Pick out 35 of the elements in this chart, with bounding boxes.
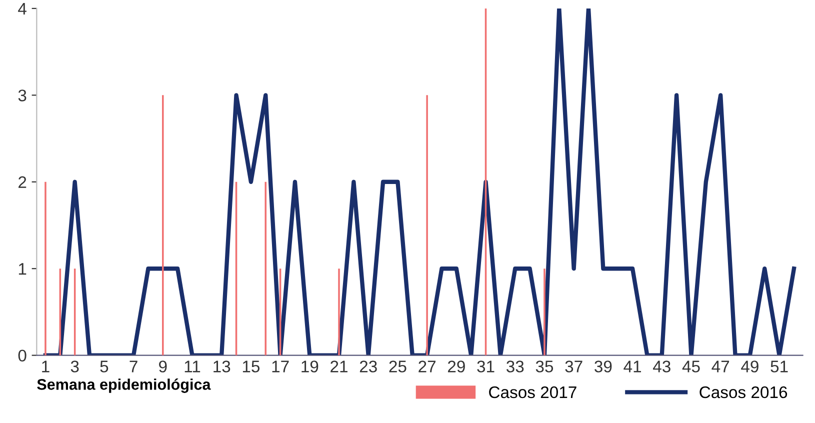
x-tick-label: 51 — [770, 360, 788, 372]
x-tick-label: 49 — [741, 360, 758, 372]
x-tick-label: 25 — [389, 360, 406, 372]
x-tick-label: 43 — [653, 360, 670, 372]
legend-label: Casos 2016 — [700, 386, 788, 398]
x-axis-title: Semana epidemiológica — [37, 378, 211, 393]
y-tick-label: 0 — [18, 350, 26, 362]
x-tick-label: 37 — [565, 360, 582, 372]
x-tick-label: 17 — [272, 360, 289, 372]
y-tick-label: 3 — [18, 90, 26, 102]
x-tick-label: 1 — [42, 360, 50, 372]
x-tick-label: 9 — [159, 360, 167, 372]
y-tick-label: 2 — [18, 176, 26, 188]
x-tick-label: 3 — [70, 360, 79, 372]
x-tick-label: 21 — [330, 360, 348, 372]
x-tick-label: 47 — [712, 360, 730, 372]
y-tick-label: 4 — [18, 3, 26, 14]
x-tick-label: 19 — [302, 360, 318, 372]
x-tick-label: 39 — [594, 360, 612, 372]
x-tick-label: 35 — [536, 360, 554, 372]
y-tick-label: 1 — [18, 263, 26, 275]
x-tick-label: 45 — [682, 360, 700, 372]
x-tick-label: 31 — [477, 360, 494, 372]
x-tick-label: 13 — [214, 360, 230, 372]
x-tick-label: 41 — [624, 360, 641, 372]
x-tick-label: 29 — [448, 360, 465, 372]
x-tick-label: 33 — [506, 360, 524, 372]
x-tick-label: 11 — [184, 360, 200, 372]
x-tick-label: 23 — [360, 360, 377, 372]
x-tick-label: 5 — [100, 360, 108, 372]
legend-label: Casos 2017 — [489, 386, 576, 398]
x-tick-label: 7 — [130, 360, 138, 372]
line-series — [43, 8, 796, 356]
x-tick-label: 15 — [242, 360, 260, 372]
x-tick-label: 27 — [418, 360, 436, 372]
